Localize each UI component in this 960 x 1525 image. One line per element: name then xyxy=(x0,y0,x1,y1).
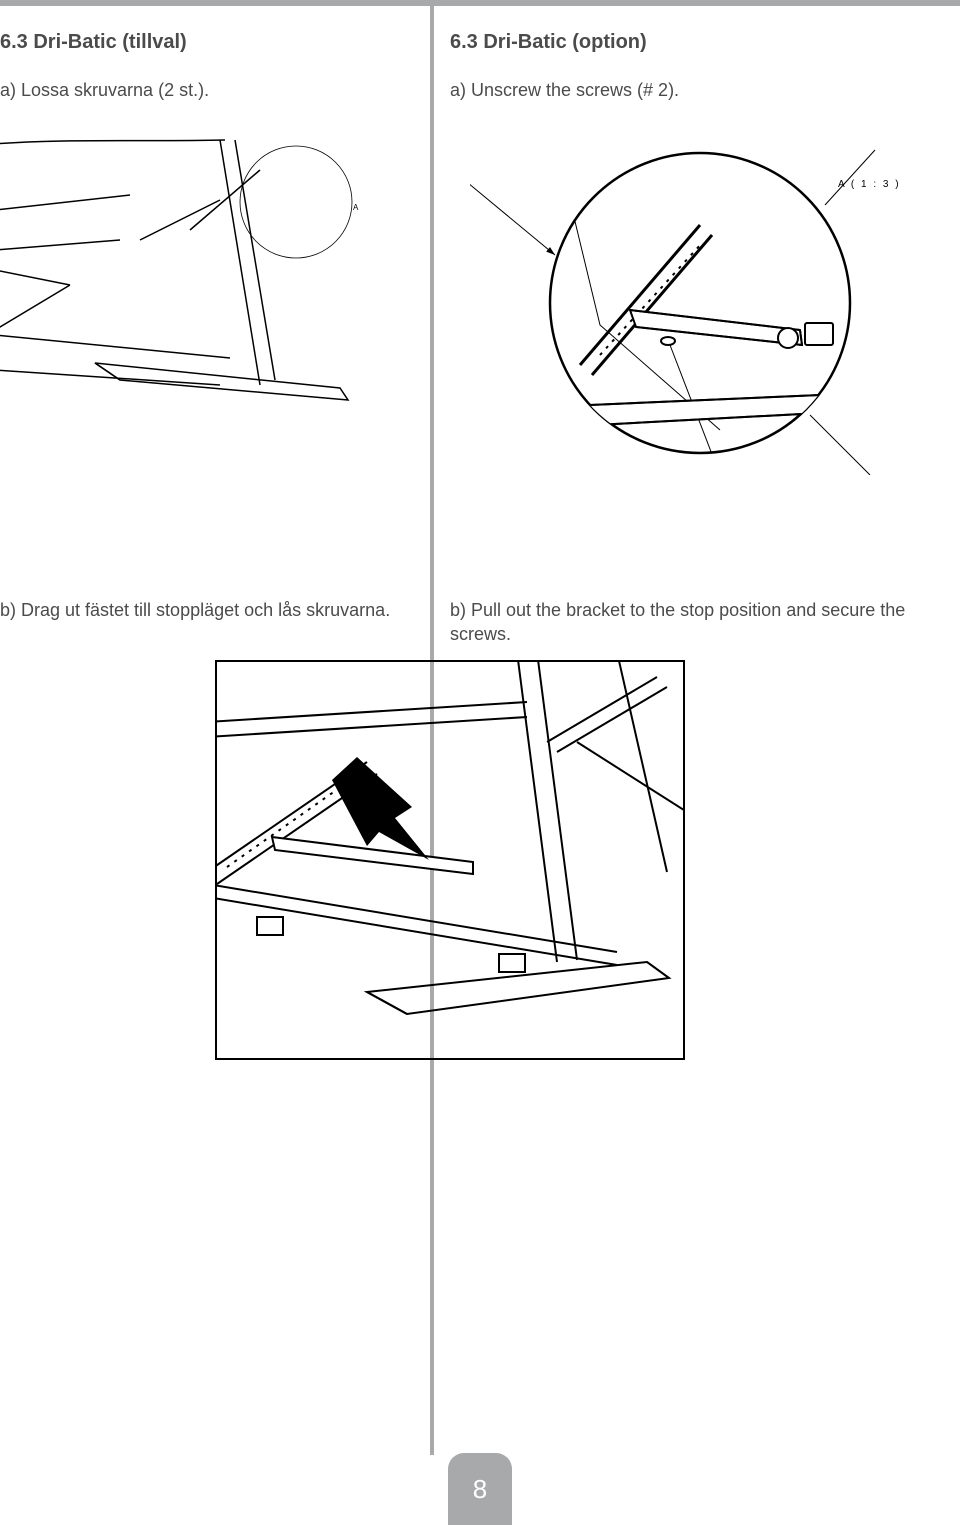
figure-pullout xyxy=(215,660,685,1060)
figure-detail-zoom: A ( 1 : 3 ) xyxy=(470,145,900,475)
arrow-icon xyxy=(332,757,429,860)
right-step-a: a) Unscrew the screws (# 2). xyxy=(450,78,935,102)
right-step-b: b) Pull out the bracket to the stop posi… xyxy=(450,598,920,647)
top-bar xyxy=(0,0,960,6)
page: 6.3 Dri-Batic (tillval) a) Lossa skruvar… xyxy=(0,0,960,1525)
right-heading: 6.3 Dri-Batic (option) xyxy=(450,30,935,54)
figure1-callout-label: A xyxy=(353,203,359,212)
left-heading: 6.3 Dri-Batic (tillval) xyxy=(0,30,395,54)
left-column: 6.3 Dri-Batic (tillval) a) Lossa skruvar… xyxy=(0,30,415,112)
figure2-scale-label: A ( 1 : 3 ) xyxy=(838,179,900,190)
left-step-a: a) Lossa skruvarna (2 st.). xyxy=(0,78,395,102)
right-column: 6.3 Dri-Batic (option) a) Unscrew the sc… xyxy=(450,30,955,112)
left-step-b: b) Drag ut fästet till stoppläget och lå… xyxy=(0,598,415,622)
figure-frame-overview: A xyxy=(0,130,390,440)
page-number: 8 xyxy=(473,1474,487,1504)
page-number-badge: 8 xyxy=(448,1453,512,1525)
footer: 8 xyxy=(0,1445,960,1525)
